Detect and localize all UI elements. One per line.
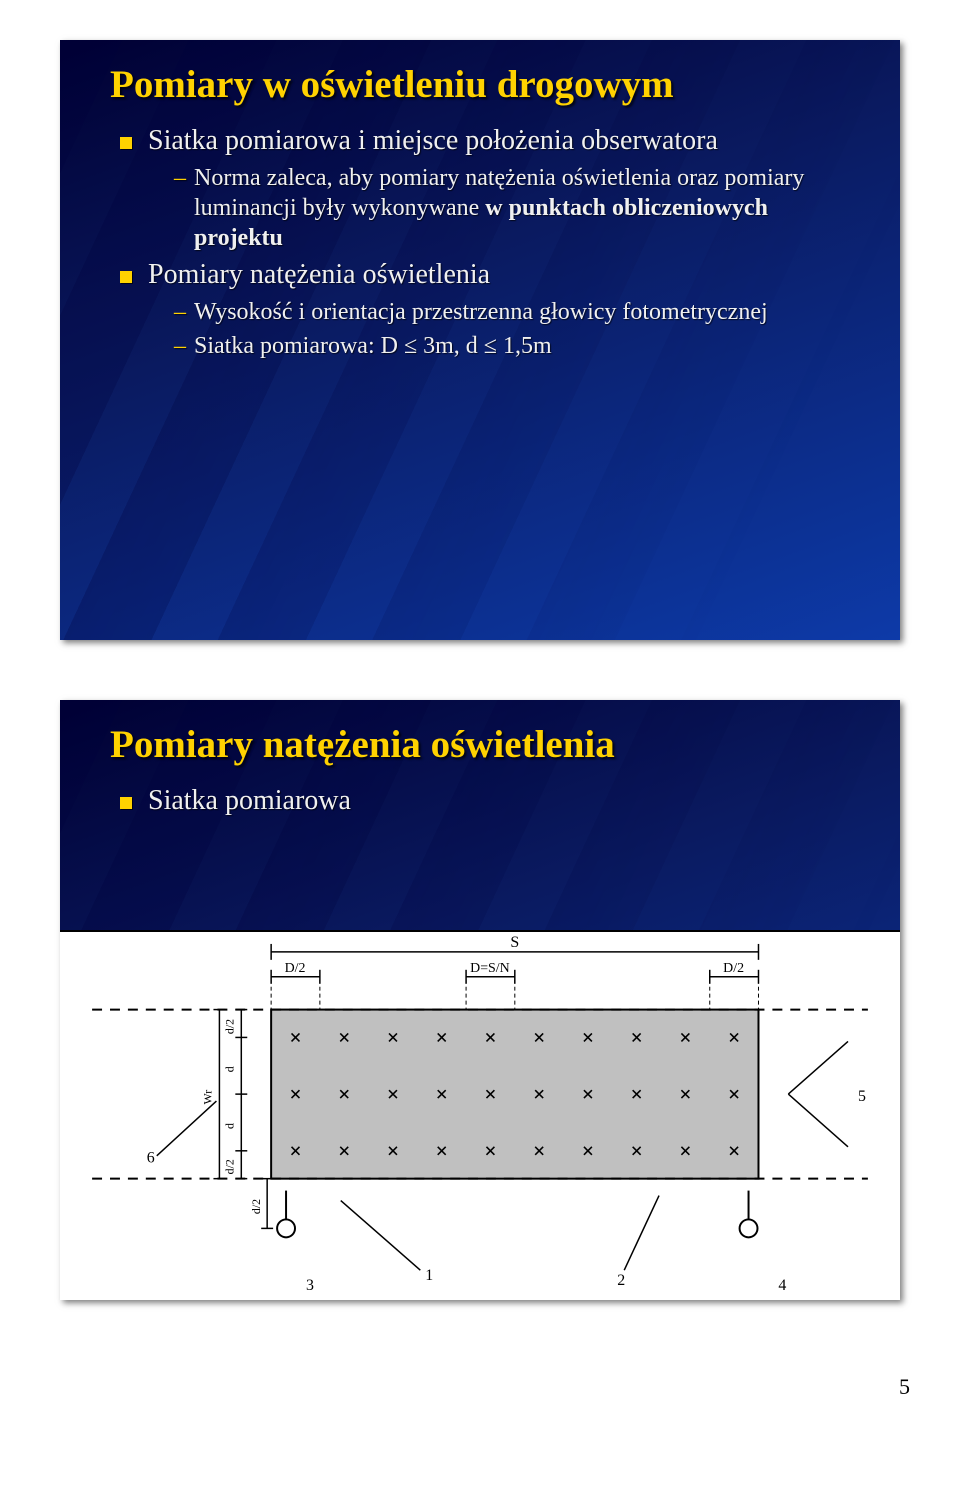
slide-2-bullet-1: Siatka pomiarowa: [118, 785, 860, 817]
slide-2-figure: S D/2 D=S/N D/2: [60, 930, 900, 1300]
slide-2-title: Pomiary natężenia oświetlenia: [110, 724, 860, 767]
slide-1-b2-sub1: Wysokość i orientacja przestrzenna głowi…: [174, 297, 860, 327]
slide-1: Pomiary w oświetleniu drogowym Siatka po…: [60, 40, 900, 640]
callout-4: 4: [778, 1277, 786, 1294]
label-d-lower: d: [222, 1123, 236, 1129]
slide-1-bullet-1-sublist: Norma zaleca, aby pomiary natężenia oświ…: [174, 163, 860, 253]
slide-1-b1-sub1: Norma zaleca, aby pomiary natężenia oświ…: [174, 163, 860, 253]
bullet-label: Siatka pomiarowa: [148, 785, 351, 816]
page-number: 5: [899, 1374, 910, 1400]
label-d2-left: D/2: [285, 961, 306, 976]
slide-1-bullet-1: Siatka pomiarowa i miejsce położenia obs…: [118, 125, 860, 253]
callout-2: 2: [617, 1272, 625, 1289]
slide-1-content: Pomiary w oświetleniu drogowym Siatka po…: [60, 40, 900, 387]
left-dims: d/2 d Wr d d/2: [200, 1010, 247, 1179]
label-d2-bot: d/2: [222, 1159, 236, 1174]
slide-2-list: Siatka pomiarowa: [118, 785, 860, 817]
callout-6: 6: [147, 1150, 155, 1167]
luminaire-left: [277, 1219, 295, 1237]
callout-1: 1: [425, 1267, 433, 1284]
callout-3: 3: [306, 1277, 314, 1294]
slide-2: Pomiary natężenia oświetlenia Siatka pom…: [60, 700, 900, 1300]
page: Pomiary w oświetleniu drogowym Siatka po…: [0, 0, 960, 1420]
label-d2-top: d/2: [222, 1019, 236, 1034]
slide-1-title: Pomiary w oświetleniu drogowym: [110, 64, 860, 107]
label-s: S: [510, 934, 519, 951]
slide-1-bullet-2: Pomiary natężenia oświetlenia Wysokość i…: [118, 259, 860, 361]
slide-1-b2-sub2: Siatka pomiarowa: D ≤ 3m, d ≤ 1,5m: [174, 331, 860, 361]
slide-2-content: Pomiary natężenia oświetlenia Siatka pom…: [60, 700, 900, 843]
label-d-upper: d: [222, 1066, 236, 1072]
slide-1-bullet-2-sublist: Wysokość i orientacja przestrzenna głowi…: [174, 297, 860, 361]
label-wr: Wr: [200, 1090, 214, 1105]
bullet-label: Pomiary natężenia oświetlenia: [148, 259, 490, 290]
label-d2-offset: d/2: [249, 1199, 263, 1214]
label-dsn: D=S/N: [470, 961, 510, 976]
measurement-grid-diagram: S D/2 D=S/N D/2: [60, 932, 900, 1300]
luminaires: d/2: [249, 1179, 757, 1238]
slide-1-list: Siatka pomiarowa i miejsce położenia obs…: [118, 125, 860, 361]
label-d2-right: D/2: [723, 961, 744, 976]
luminaire-right: [740, 1219, 758, 1237]
callout-5: 5: [858, 1088, 866, 1105]
bullet-label: Siatka pomiarowa i miejsce położenia obs…: [148, 125, 718, 156]
